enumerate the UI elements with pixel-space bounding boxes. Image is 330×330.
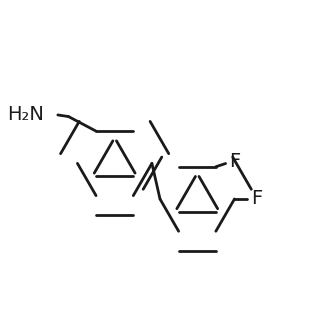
Text: F: F — [229, 152, 240, 171]
Text: H₂N: H₂N — [7, 106, 44, 124]
Text: F: F — [251, 189, 262, 209]
